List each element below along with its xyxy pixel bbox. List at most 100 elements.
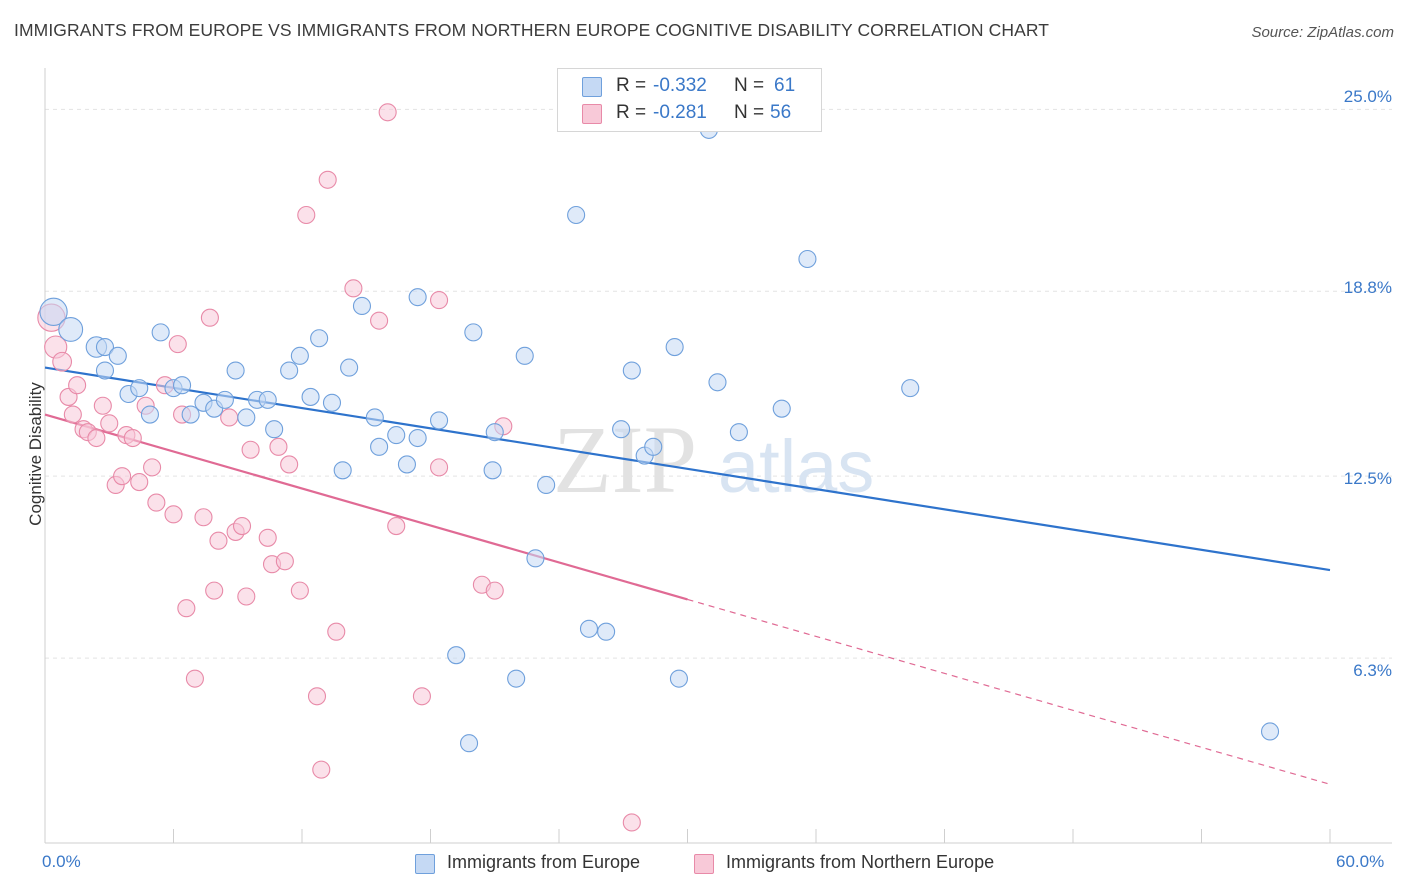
data-point-northern-europe bbox=[622, 813, 641, 832]
data-point-europe bbox=[237, 408, 256, 427]
data-point-europe bbox=[459, 734, 479, 753]
data-point-europe bbox=[430, 411, 449, 430]
legend-swatch-blue bbox=[582, 77, 602, 97]
data-point-europe bbox=[310, 329, 329, 348]
data-point-europe bbox=[215, 390, 234, 409]
data-point-northern-europe bbox=[168, 335, 187, 354]
x-tick-label-min: 0.0% bbox=[42, 852, 81, 871]
y-tick-label: 25.0% bbox=[1343, 87, 1392, 106]
data-point-northern-europe bbox=[147, 493, 166, 512]
data-point-europe bbox=[340, 358, 359, 377]
data-point-europe bbox=[387, 426, 406, 445]
data-point-northern-europe bbox=[430, 458, 449, 477]
source-credit: Source: ZipAtlas.com bbox=[1251, 24, 1394, 41]
data-point-europe bbox=[301, 387, 320, 406]
watermark: ZIP atlas bbox=[553, 406, 874, 513]
trend-line-dashed bbox=[687, 598, 1331, 785]
data-point-northern-europe bbox=[100, 414, 119, 433]
data-point-europe bbox=[226, 361, 245, 380]
data-point-northern-europe bbox=[312, 760, 331, 779]
r-value: -0.332 bbox=[653, 75, 707, 96]
data-point-europe bbox=[483, 461, 502, 480]
data-point-northern-europe bbox=[344, 279, 363, 298]
data-point-europe bbox=[485, 423, 504, 442]
data-point-europe bbox=[333, 461, 352, 480]
data-point-northern-europe bbox=[280, 455, 299, 474]
data-point-northern-europe bbox=[430, 291, 449, 310]
data-point-europe bbox=[397, 455, 416, 474]
data-point-northern-europe bbox=[87, 428, 106, 448]
data-point-northern-europe bbox=[318, 170, 337, 189]
data-point-europe bbox=[515, 346, 534, 365]
data-point-northern-europe bbox=[113, 467, 132, 486]
data-point-northern-europe bbox=[370, 311, 389, 330]
data-point-europe bbox=[612, 420, 631, 439]
data-point-northern-europe bbox=[194, 508, 213, 527]
data-point-europe bbox=[280, 361, 299, 380]
data-point-northern-europe bbox=[275, 552, 294, 571]
data-point-europe bbox=[352, 296, 372, 316]
data-point-europe bbox=[708, 373, 727, 392]
legend-swatch-blue bbox=[415, 854, 435, 874]
legend-swatch-pink bbox=[694, 854, 714, 874]
axes bbox=[44, 68, 1392, 844]
data-point-europe bbox=[526, 549, 545, 568]
data-point-europe bbox=[464, 323, 483, 342]
data-point-europe bbox=[365, 408, 384, 427]
data-point-europe bbox=[58, 316, 84, 342]
y-axis-label: Cognitive Disability bbox=[26, 382, 45, 526]
data-point-northern-europe bbox=[258, 528, 277, 547]
data-point-europe bbox=[597, 622, 616, 641]
data-point-europe bbox=[772, 399, 791, 418]
data-point-europe bbox=[537, 475, 556, 495]
y-tick-label: 18.8% bbox=[1343, 278, 1392, 297]
data-point-europe bbox=[579, 619, 599, 638]
y-tick-label: 6.3% bbox=[1353, 661, 1392, 680]
legend-label: Immigrants from Europe bbox=[447, 852, 641, 872]
data-point-europe bbox=[140, 405, 159, 424]
data-point-europe bbox=[130, 379, 149, 398]
data-point-northern-europe bbox=[241, 440, 260, 459]
data-point-northern-europe bbox=[123, 428, 142, 448]
data-point-northern-europe bbox=[164, 505, 183, 524]
data-point-northern-europe bbox=[205, 581, 224, 600]
stats-row-northern-europe: R = -0.281 N = 56 bbox=[558, 101, 821, 127]
data-point-europe bbox=[265, 420, 284, 439]
data-point-northern-europe bbox=[232, 517, 252, 536]
data-point-europe bbox=[95, 337, 115, 357]
data-point-northern-europe bbox=[327, 622, 346, 641]
legend-label: Immigrants from Northern Europe bbox=[726, 852, 995, 872]
data-point-europe bbox=[798, 249, 817, 269]
data-point-europe bbox=[408, 288, 427, 307]
data-point-northern-europe bbox=[307, 687, 327, 706]
data-point-europe bbox=[322, 393, 342, 412]
r-label: R = bbox=[616, 102, 647, 123]
data-point-northern-europe bbox=[63, 405, 82, 424]
n-value: 56 bbox=[770, 102, 792, 123]
x-tick-label-max: 60.0% bbox=[1336, 852, 1385, 871]
data-point-europe bbox=[39, 297, 68, 326]
y-tick-label: 12.5% bbox=[1343, 469, 1392, 488]
data-point-northern-europe bbox=[177, 599, 196, 618]
stats-legend: R = -0.332 N = 61 R = -0.281 N = 56 bbox=[557, 68, 822, 132]
data-point-northern-europe bbox=[209, 531, 228, 550]
data-point-northern-europe bbox=[485, 581, 504, 600]
data-point-europe bbox=[108, 346, 127, 365]
data-point-europe bbox=[644, 437, 663, 456]
trend-line-solid bbox=[44, 413, 688, 601]
data-point-northern-europe bbox=[297, 205, 316, 225]
data-point-northern-europe bbox=[412, 687, 431, 706]
data-point-europe bbox=[290, 346, 309, 365]
data-point-europe bbox=[95, 361, 115, 380]
data-point-northern-europe bbox=[220, 408, 239, 427]
legend-swatch-pink bbox=[582, 104, 602, 124]
data-point-europe bbox=[151, 323, 170, 342]
data-point-europe bbox=[729, 423, 748, 442]
stats-row-europe: R = -0.332 N = 61 bbox=[558, 74, 821, 100]
data-point-europe bbox=[669, 669, 688, 688]
data-point-northern-europe bbox=[269, 437, 288, 456]
data-point-europe bbox=[258, 390, 277, 409]
data-point-europe bbox=[507, 669, 526, 688]
data-point-europe bbox=[181, 405, 200, 424]
data-point-northern-europe bbox=[52, 351, 73, 372]
